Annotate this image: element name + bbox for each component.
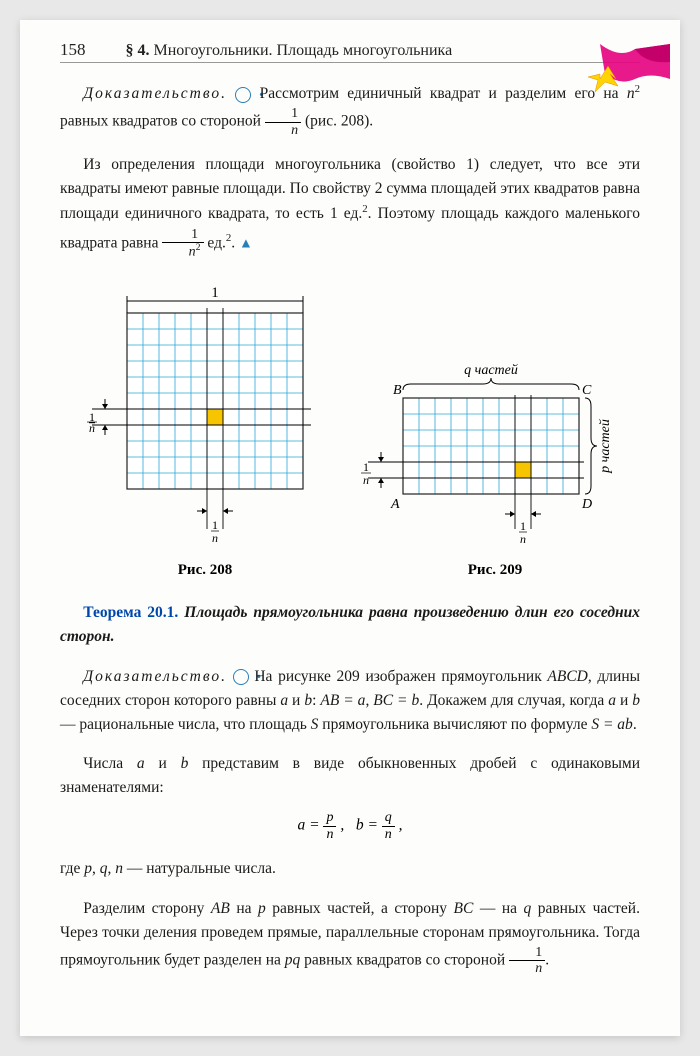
triangle-icon: ▲ xyxy=(239,236,253,251)
caption-208: Рис. 208 xyxy=(75,562,335,579)
svg-text:q частей: q частей xyxy=(464,363,518,378)
svg-text:1: 1 xyxy=(520,519,526,533)
figures-row: 11n1n BCADq частейp частей1n1n xyxy=(60,285,640,554)
svg-text:n: n xyxy=(89,421,95,435)
caption-209: Рис. 209 xyxy=(365,562,625,579)
proof-label-2: Доказательство. xyxy=(83,668,227,685)
theorem-number: Теорема 20.1. xyxy=(83,604,178,621)
fraction-1-n: 1n xyxy=(265,106,301,138)
circle-dot-icon: • xyxy=(235,87,251,103)
svg-text:D: D xyxy=(581,497,592,512)
paragraph-5: где p, q, n — натуральные числа. xyxy=(60,857,640,881)
svg-text:C: C xyxy=(582,383,592,398)
paragraph-4: Числа a и b представим в виде обыкновенн… xyxy=(60,752,640,800)
circle-dot-icon-2: • xyxy=(233,669,249,685)
svg-text:A: A xyxy=(390,497,400,512)
proof-label: Доказательство. xyxy=(83,85,227,102)
svg-text:B: B xyxy=(393,383,402,398)
theorem-block: Теорема 20.1. Площадь прямоугольника рав… xyxy=(60,601,640,649)
fraction-1-n-b: 1n xyxy=(509,945,545,977)
svg-text:1: 1 xyxy=(211,285,219,301)
paragraph-proof2: Доказательство. • На рисунке 209 изображ… xyxy=(60,665,640,737)
figure-captions: Рис. 208 Рис. 209 xyxy=(60,562,640,579)
svg-text:p частей: p частей xyxy=(598,419,613,474)
formula-ab: a = pn , b = qn , xyxy=(60,810,640,842)
svg-text:n: n xyxy=(212,531,218,545)
figure-209: BCADq частейp частей1n1n xyxy=(353,353,621,554)
paragraph-6: Разделим сторону AB на p равных частей, … xyxy=(60,897,640,977)
chapter-title: § 4. Многоугольники. Площадь многоугольн… xyxy=(126,42,453,60)
fraction-1-n2: 1n2 xyxy=(162,227,203,260)
page: 158 § 4. Многоугольники. Площадь многоуг… xyxy=(20,20,680,1036)
figure-208: 11n1n xyxy=(79,285,315,554)
svg-text:1: 1 xyxy=(212,518,218,532)
svg-text:n: n xyxy=(363,473,369,487)
page-number: 158 xyxy=(60,40,86,60)
paragraph-proof1: Доказательство. • Рассмотрим единичный к… xyxy=(60,81,640,138)
svg-text:1: 1 xyxy=(363,460,369,474)
corner-decoration xyxy=(580,44,670,94)
page-header: 158 § 4. Многоугольники. Площадь многоуг… xyxy=(60,40,640,63)
paragraph-2: Из определения площади многоугольника (с… xyxy=(60,153,640,260)
svg-text:n: n xyxy=(520,532,526,546)
